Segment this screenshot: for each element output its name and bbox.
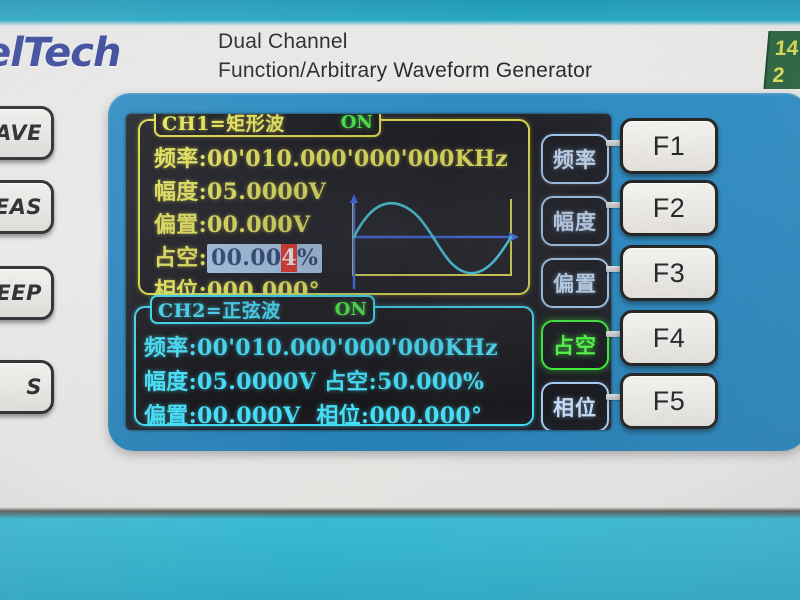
ch2-offset-label: 偏置: (144, 403, 198, 429)
ch1-frequency-value: 00'010.000'000'000KHz (207, 146, 508, 172)
ch2-amplitude-value: 05.0000V (197, 369, 317, 395)
ch1-offset-value: 00.000V (207, 212, 311, 238)
ch2-output-state: ON (334, 299, 367, 320)
ch1-frequency-row[interactable]: 频率:00'010.000'000'000KHz (154, 141, 508, 173)
softkey-amplitude[interactable]: 幅度 (541, 196, 609, 246)
ch2-panel: CH2=正弦波 ON 频率:00'010.000'000'000KHz 幅度:0… (134, 295, 534, 429)
ch1-frequency-label: 频率: (154, 146, 208, 172)
ch2-frequency-value: 00'010.000'000'000KHz (197, 335, 498, 361)
ch2-duty-value: 50.000% (377, 369, 485, 395)
softkey-trace-1 (606, 140, 628, 146)
softkey-phase[interactable]: 相位 (541, 382, 609, 430)
sticker-line-1: 14 (774, 37, 800, 60)
subtitle-line-1: Dual Channel (218, 30, 348, 53)
softkey-trace-4 (606, 331, 628, 337)
subtitle-line-2: Function/Arbitrary Waveform Generator (218, 59, 593, 82)
sweep-button[interactable]: EEP (0, 266, 54, 320)
ch1-waveform-label: CH1=矩形波 (162, 114, 285, 135)
ch1-waveform-preview (350, 194, 519, 289)
ch1-duty-prefix: 00.00 (211, 245, 282, 271)
lcd-screen: CH1=矩形波 ON 频率:00'010.000'000'000KHz 幅度:0… (126, 114, 611, 430)
f4-button[interactable]: F4 (620, 310, 718, 366)
ch1-duty-edit-cursor: 4 (281, 244, 298, 272)
softkey-trace-3 (606, 266, 628, 272)
ch1-header: CH1=矩形波 ON (154, 114, 381, 137)
f3-button[interactable]: F3 (620, 245, 718, 301)
softkey-duty[interactable]: 占空 (541, 320, 609, 370)
ch1-output-state: ON (340, 114, 373, 133)
wave-button[interactable]: WAVE (0, 106, 54, 160)
brand-logo: eelTech (0, 30, 121, 76)
ch2-amplitude-label: 幅度: (144, 369, 198, 395)
ch1-panel: CH1=矩形波 ON 频率:00'010.000'000'000KHz 幅度:0… (138, 114, 530, 304)
ch1-offset-label: 偏置: (154, 212, 208, 238)
ch1-amplitude-label: 幅度: (154, 179, 208, 205)
softkey-offset[interactable]: 偏置 (541, 258, 609, 308)
meas-button[interactable]: MEAS (0, 180, 54, 234)
ch2-phase-label: 相位: (316, 403, 370, 429)
vertical-axis-arrow-icon (350, 194, 358, 203)
sine-trace-icon (352, 201, 513, 275)
softkey-trace-5 (606, 394, 628, 400)
sticker-line-2: 2 (771, 64, 786, 87)
ch2-amplitude-row[interactable]: 幅度:05.0000V 占空:50.000% (144, 364, 484, 396)
ch2-frequency-label: 频率: (144, 335, 198, 361)
ch1-duty-value-field[interactable]: 00.004% (207, 244, 323, 273)
softkey-frequency[interactable]: 频率 (541, 134, 609, 184)
ch2-offset-row[interactable]: 偏置:00.000V 相位:000.000° (144, 398, 482, 430)
ch2-header: CH2=正弦波 ON (150, 295, 375, 324)
softkey-trace-2 (606, 202, 628, 208)
f1-button[interactable]: F1 (620, 118, 718, 174)
ch2-waveform-label: CH2=正弦波 (158, 300, 281, 322)
ch2-phase-value: 000.000° (369, 403, 483, 429)
ch2-frequency-row[interactable]: 频率:00'010.000'000'000KHz (144, 330, 498, 362)
horizontal-axis-arrow-icon (509, 232, 519, 242)
ch2-duty-label: 占空: (323, 369, 378, 395)
f2-button[interactable]: F2 (620, 180, 718, 236)
serial-sticker: 14 2 (763, 31, 800, 89)
f5-button[interactable]: F5 (620, 373, 718, 429)
ch2-offset-value: 00.000V (197, 403, 301, 429)
ch1-duty-suffix: % (297, 245, 319, 271)
ch1-offset-row[interactable]: 偏置:00.000V (154, 207, 310, 239)
product-subtitle: Dual Channel Function/Arbitrary Waveform… (218, 27, 592, 85)
ch1-amplitude-value: 05.0000V (207, 179, 327, 205)
ch1-duty-row[interactable]: 占空: 00.004% (154, 240, 323, 273)
ch1-amplitude-row[interactable]: 幅度:05.0000V (154, 174, 326, 206)
sys-button[interactable]: S (0, 360, 54, 414)
ch1-duty-label: 占空: (154, 245, 208, 271)
